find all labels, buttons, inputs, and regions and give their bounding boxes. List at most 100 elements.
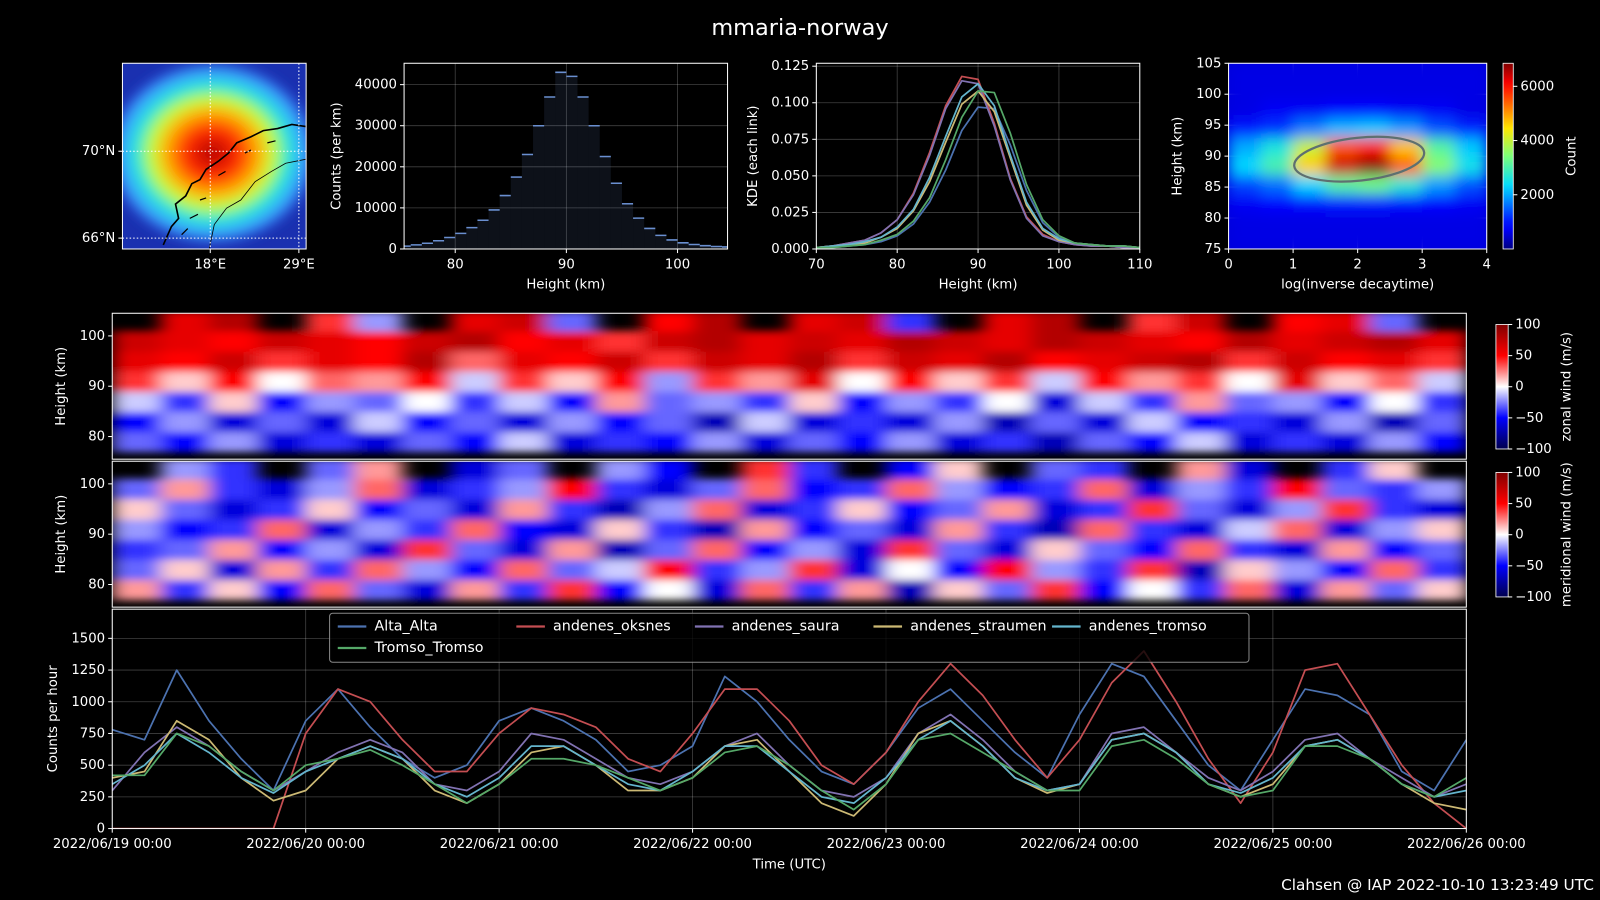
colorbar-tick-label: −100 — [1515, 590, 1551, 605]
heatmap-cell — [1369, 579, 1419, 601]
heatmap-cell — [934, 498, 984, 520]
heatmap-cell — [1454, 100, 1487, 120]
heatmap-cell — [692, 498, 742, 520]
heatmap-cell — [644, 313, 694, 332]
heatmap-cell — [1176, 539, 1226, 560]
heatmap-cell — [547, 313, 597, 332]
heatmap-cell — [644, 478, 694, 500]
heatmap-cell — [1325, 211, 1359, 232]
heatmap-cell — [1228, 211, 1262, 232]
heatmap-cell — [1422, 156, 1456, 176]
heatmap-cell — [1325, 100, 1359, 120]
heatmap-cell — [257, 371, 307, 392]
heatmap-cell — [1031, 559, 1081, 581]
heatmap-cell — [692, 330, 742, 352]
colorbar-tick-label: 50 — [1515, 497, 1532, 512]
colorbar-tick-label: 100 — [1515, 465, 1540, 480]
y-tick-label: 105 — [1196, 56, 1221, 71]
heatmap-cell — [1389, 174, 1423, 194]
heatmap-cell — [1031, 461, 1081, 480]
heatmap-cell — [1031, 539, 1081, 560]
heatmap-cell — [595, 519, 645, 540]
heatmap-cell — [1357, 230, 1391, 249]
heatmap-cell — [1272, 478, 1322, 500]
heatmap-cell — [886, 431, 935, 453]
y-tick-label: 80 — [88, 578, 105, 593]
x-axis-label: Time (UTC) — [752, 857, 826, 872]
histogram-bar — [577, 96, 589, 249]
y-tick-label: 0.125 — [771, 59, 809, 74]
heatmap-cell — [1321, 519, 1371, 540]
heatmap-cell — [305, 371, 355, 392]
heatmap-cell — [1260, 81, 1294, 102]
x-tick-label: 4 — [1483, 257, 1491, 272]
heatmap-cell — [982, 539, 1032, 560]
y-axis-label: Counts per hour — [46, 665, 61, 773]
histogram-bar — [588, 125, 600, 249]
heatmap-cell — [1127, 579, 1177, 601]
heatmap-cell — [1357, 137, 1391, 157]
y-tick-label: 0.100 — [771, 96, 809, 111]
heatmap-cell — [934, 371, 984, 392]
heatmap-cell — [499, 461, 549, 480]
heatmap-cell — [1272, 313, 1322, 332]
heatmap-cell — [1079, 519, 1129, 540]
line — [816, 90, 1140, 249]
heatmap-cell — [112, 519, 162, 540]
heatmap-cell — [644, 461, 694, 480]
legend-label: andenes_tromso — [1089, 619, 1207, 635]
heatmap-cell — [982, 330, 1032, 352]
heatmap-cell — [1417, 330, 1467, 352]
heatmap-cell — [160, 411, 210, 433]
map-image — [122, 63, 307, 249]
heatmap-cell — [499, 351, 549, 372]
y-tick-label: 500 — [80, 758, 105, 773]
histogram-bar — [677, 242, 689, 249]
heatmap-cell — [934, 478, 984, 500]
colorbar-tick-label: 50 — [1515, 349, 1532, 364]
heatmap-cell — [208, 539, 258, 560]
heatmap-cell — [208, 411, 258, 433]
y-axis-label: Height (km) — [54, 347, 69, 426]
histogram-bar — [488, 209, 500, 249]
y-tick-label: 1250 — [71, 663, 105, 678]
heatmap-cell — [1079, 498, 1129, 520]
histogram-bar — [466, 227, 478, 249]
x-tick-label: 2022/06/19 00:00 — [53, 837, 172, 852]
heatmap-cell — [886, 498, 935, 520]
heatmap-cell — [1079, 539, 1129, 560]
colorbar-tick-label: −50 — [1515, 411, 1543, 426]
heatmap-cell — [595, 478, 645, 500]
heatmap-cell — [1224, 431, 1274, 453]
heatmap-cell — [402, 539, 452, 560]
heatmap-cell — [305, 461, 355, 480]
heatmap-cell — [934, 411, 984, 433]
heatmap-cell — [450, 559, 500, 581]
histogram-bar — [499, 195, 511, 249]
heatmap-cell — [1357, 118, 1391, 139]
heatmap-cell — [208, 313, 258, 332]
heatmap-cell — [1176, 351, 1226, 372]
heatmap-cell — [1260, 137, 1294, 157]
map-blob — [122, 63, 307, 243]
heatmap-cell — [402, 351, 452, 372]
heatmap-cell — [644, 351, 694, 372]
heatmap-cell — [1228, 137, 1262, 157]
y-tick-label: 30000 — [355, 119, 397, 134]
heatmap-cell — [1224, 539, 1274, 560]
heatmap-cell — [257, 579, 307, 601]
heatmap-cell — [1176, 498, 1226, 520]
heatmap-cell — [1357, 81, 1391, 102]
y-tick-label: 85 — [1205, 180, 1222, 195]
colorbar-label: meridional wind (m/s) — [1559, 462, 1574, 607]
heatmap-cell — [886, 559, 935, 581]
y-tick-label: 40000 — [355, 78, 397, 93]
heatmap-cell — [692, 559, 742, 581]
heatmap-cell — [1079, 411, 1129, 433]
heatmap-cell — [1224, 371, 1274, 392]
heatmap-cell — [740, 478, 790, 500]
heatmap-cell — [1321, 351, 1371, 372]
heatmap-cell — [547, 431, 597, 453]
heatmap-cell — [547, 411, 597, 433]
